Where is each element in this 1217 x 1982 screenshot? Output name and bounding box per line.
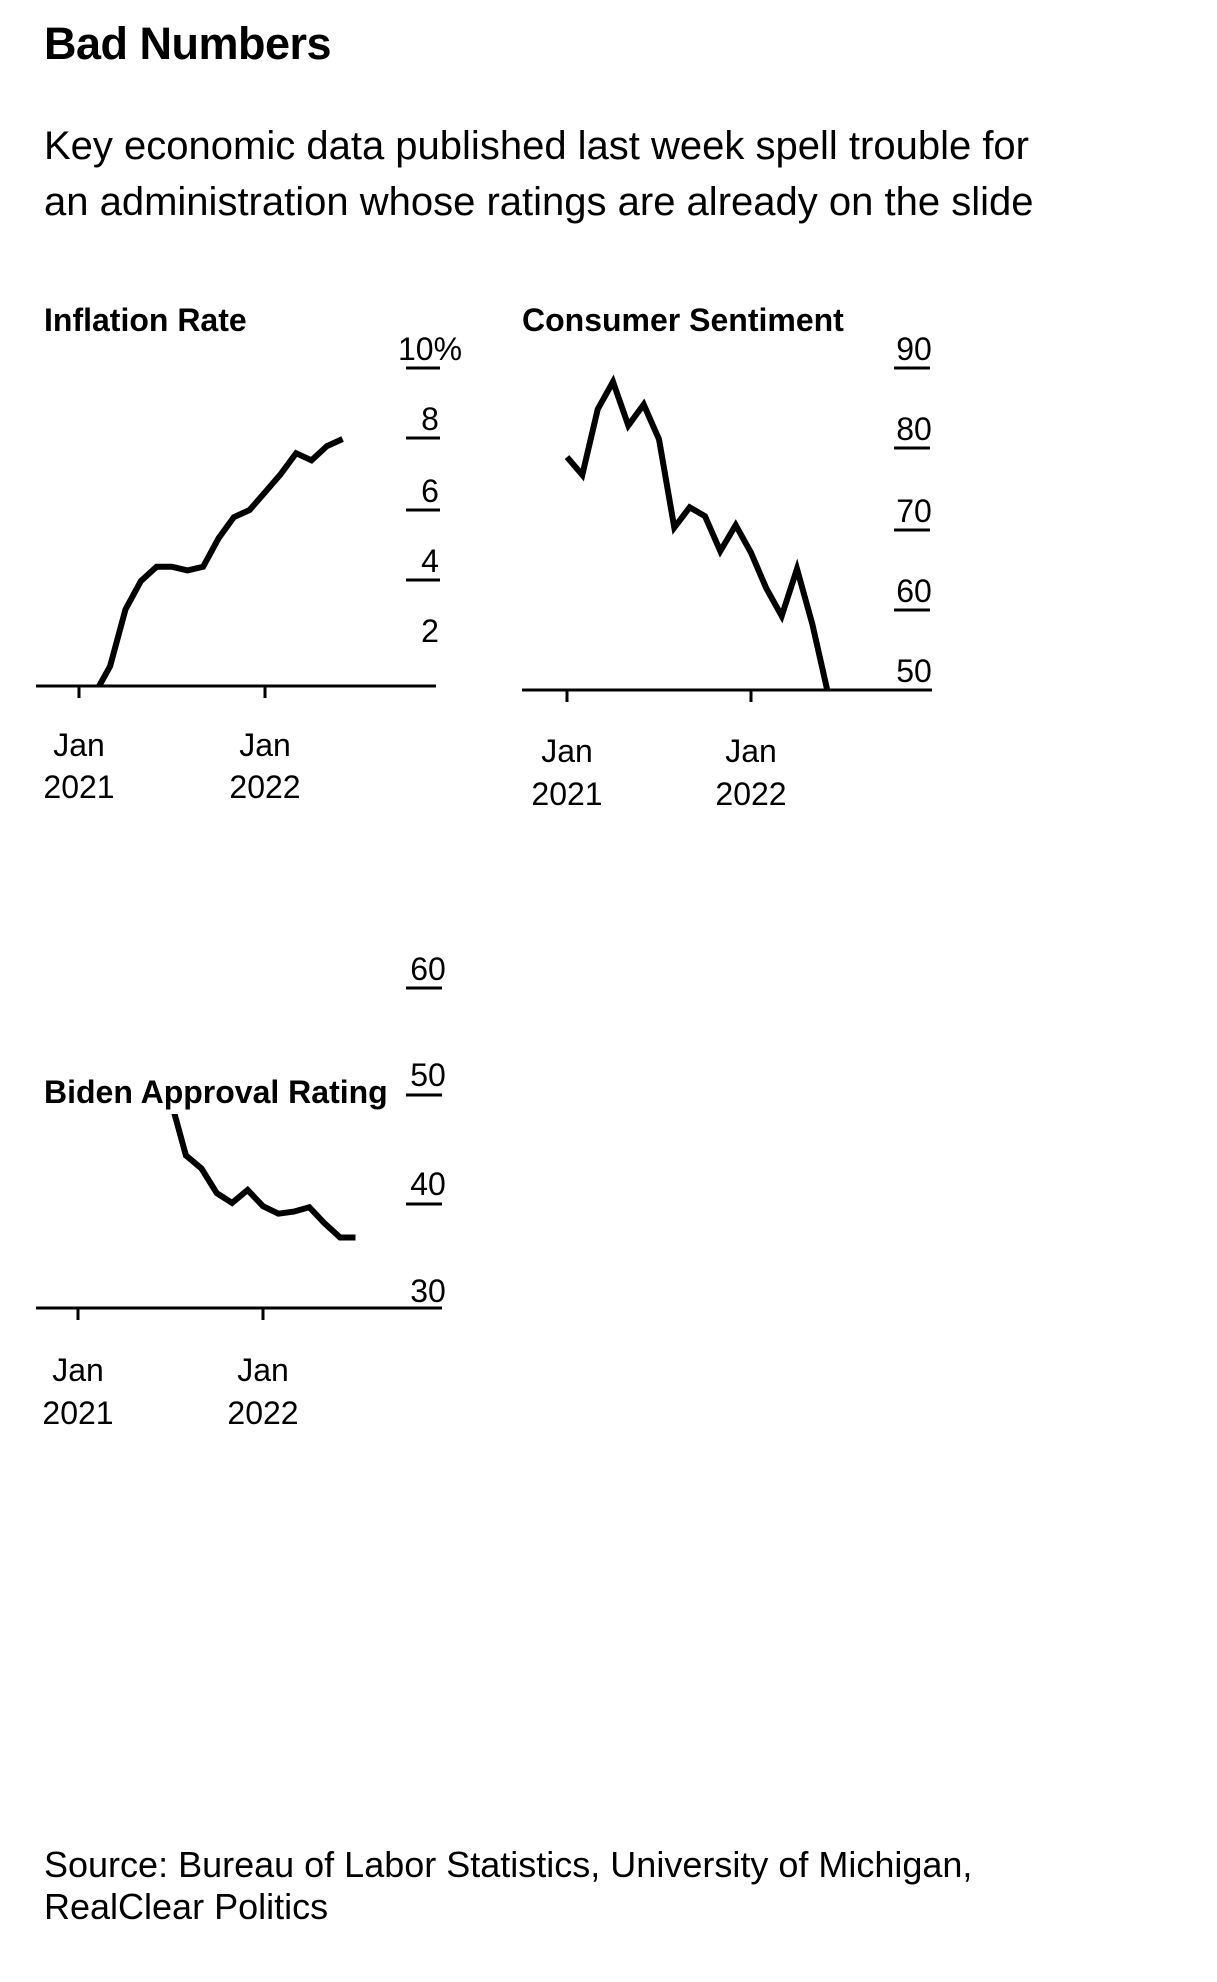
inflation-ytick-label-6: 6 (421, 473, 439, 509)
consumer-sentiment-chart: 90 80 70 60 50 Jan 2021 Jan 2022 (522, 331, 932, 812)
approval-xtick-year-2022: 2022 (227, 1395, 298, 1431)
sentiment-ytick-label-90: 90 (896, 331, 932, 367)
inflation-ytick-label-4: 4 (421, 543, 439, 579)
inflation-rate-chart: 10% 8 6 4 2 Jan 2021 Jan 2022 (36, 331, 462, 805)
approval-xtick-year-2021: 2021 (42, 1395, 113, 1431)
sentiment-ytick-label-80: 80 (896, 411, 932, 447)
sentiment-ytick-label-60: 60 (896, 573, 932, 609)
approval-rating-title: Biden Approval Rating (44, 1074, 388, 1110)
inflation-xtick-year-2022: 2022 (229, 769, 300, 805)
consumer-sentiment-title: Consumer Sentiment (522, 302, 844, 338)
inflation-series-line (95, 436, 344, 687)
sentiment-series-line (564, 374, 831, 691)
consumer-sentiment-panel: Consumer Sentiment 90 80 70 60 50 Jan 2021 Jan 2… (522, 302, 1062, 1012)
approval-ytick-label-30: 30 (410, 1273, 446, 1309)
source-line-1: Source: Bureau of Labor Statistics, Univ… (44, 1844, 973, 1885)
approval-series-line (171, 1114, 356, 1241)
inflation-xtick-month-2021: Jan (53, 727, 105, 763)
sentiment-xtick-year-2022: 2022 (715, 776, 786, 812)
inflation-rate-panel: Inflation Rate 10% 8 6 4 2 Jan 2021 Jan 2022 (36, 302, 584, 1002)
approval-rating-panel: Biden Approval Rating 60 50 40 30 Jan 2021 Jan… (36, 951, 584, 1794)
sentiment-xtick-month-2021: Jan (541, 733, 593, 769)
approval-ytick-label-60: 60 (410, 951, 446, 987)
inflation-ytick-label-8: 8 (421, 401, 439, 437)
approval-ytick-label-40: 40 (410, 1166, 446, 1202)
approval-ytick-label-50: 50 (410, 1057, 446, 1093)
sentiment-xtick-month-2022: Jan (725, 733, 777, 769)
inflation-ytick-label-2: 2 (421, 613, 439, 649)
source-line-2: RealClear Politics (44, 1886, 329, 1927)
approval-xtick-month-2021: Jan (52, 1352, 104, 1388)
chart-subtitle: Key economic data published last week sp… (44, 118, 1204, 230)
approval-rating-chart: 60 50 40 30 Jan 2021 Jan 2022 (36, 951, 446, 1431)
inflation-rate-title: Inflation Rate (44, 302, 247, 338)
source-note: Source: Bureau of Labor Statistics, Univ… (44, 1844, 1194, 1928)
inflation-xtick-month-2022: Jan (239, 727, 291, 763)
sentiment-ytick-label-50: 50 (896, 653, 932, 689)
inflation-ytick-label-10pct: 10% (398, 331, 462, 367)
approval-xtick-month-2022: Jan (237, 1352, 289, 1388)
inflation-xtick-year-2021: 2021 (43, 769, 114, 805)
sentiment-xtick-year-2021: 2021 (531, 776, 602, 812)
subtitle-line-1: Key economic data published last week sp… (44, 124, 1029, 168)
subtitle-line-2: an administration whose ratings are alre… (44, 180, 1034, 224)
chart-title: Bad Numbers (44, 18, 332, 69)
sentiment-ytick-label-70: 70 (896, 493, 932, 529)
